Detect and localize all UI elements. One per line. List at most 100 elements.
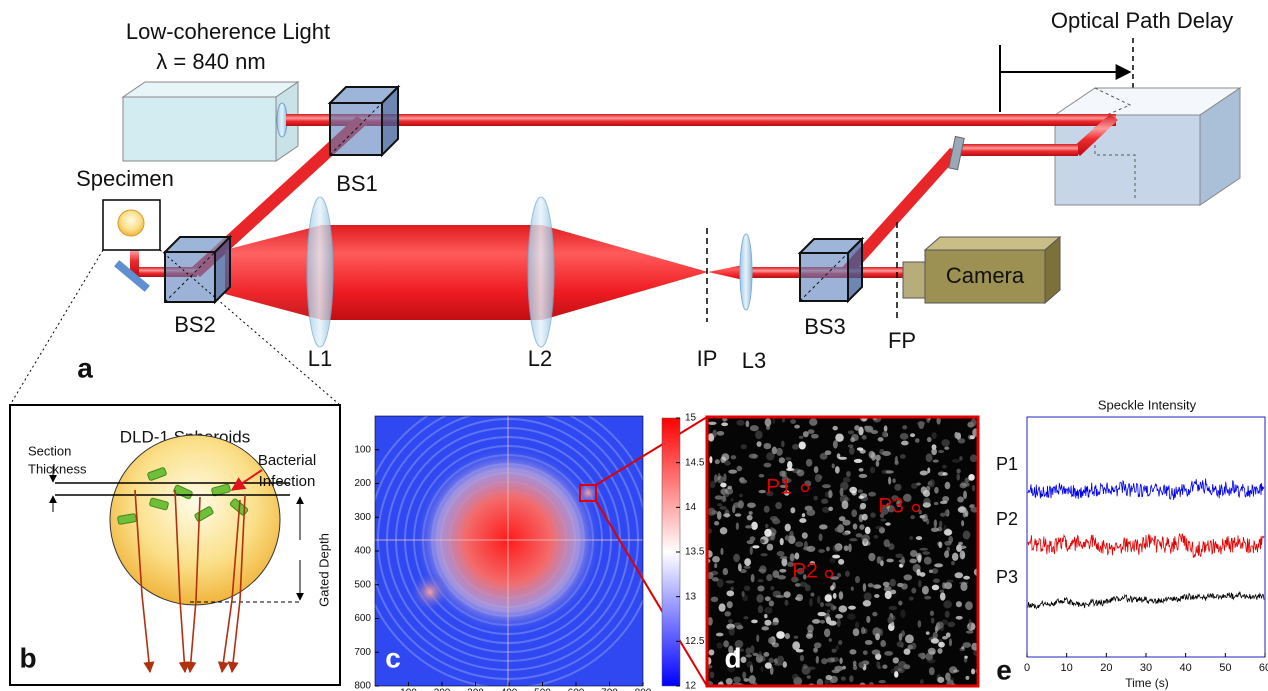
speckle-grain	[894, 484, 901, 491]
speckle-grain	[824, 629, 830, 638]
speckle-grain	[909, 559, 917, 564]
x-tick-label: 800	[635, 688, 652, 691]
speckle-grain	[947, 622, 955, 627]
speckle-grain	[920, 471, 928, 476]
speckle-grain	[811, 434, 819, 439]
speckle-grain	[772, 570, 779, 578]
point-label: P2	[792, 560, 818, 583]
speckle-grain	[810, 593, 814, 597]
speckle-grain	[851, 509, 857, 517]
speckle-grain	[842, 532, 849, 536]
speckle-grain	[715, 459, 720, 464]
section-label: Section	[28, 443, 71, 458]
interference-image: 1002003004005006007008001002003004005006…	[354, 392, 707, 691]
speckle-grain	[870, 512, 876, 517]
speckle-grain	[764, 529, 771, 537]
speckle-grain	[759, 474, 765, 478]
speckle-grain	[955, 572, 964, 578]
trace-label: P2	[996, 509, 1018, 529]
intensity-trace	[1028, 534, 1264, 558]
speckle-grain	[960, 582, 967, 591]
speckle-grain	[790, 507, 795, 513]
speckle-grain	[882, 431, 888, 437]
speckle-grain	[971, 668, 975, 674]
speckle-grain	[827, 610, 830, 613]
speckle-grain	[859, 524, 864, 530]
speckle-grain	[920, 572, 926, 577]
speckle-grain	[920, 515, 925, 519]
speckle-grain	[758, 651, 762, 658]
speckle-grain	[742, 591, 745, 597]
speckle-grain	[956, 616, 963, 620]
beam-splitter	[330, 87, 398, 155]
speckle-grain	[727, 601, 733, 608]
stage-front	[1055, 115, 1200, 205]
x-tick-label: 20	[1100, 662, 1112, 674]
speckle-grain	[892, 615, 896, 620]
speckle-grain	[736, 420, 744, 426]
speckle-grain	[883, 582, 890, 587]
speckle-grain	[764, 463, 772, 468]
speckle-grain	[709, 649, 715, 655]
speckle-grain	[799, 442, 806, 450]
speckle-grain	[766, 574, 772, 581]
x-tick-label: 40	[1180, 662, 1192, 674]
depth-label: Gated Depth	[316, 533, 331, 607]
speckle-grain	[794, 425, 800, 429]
y-tick-label: 100	[354, 444, 371, 455]
speckle-grain	[928, 648, 936, 655]
speckle-grain	[779, 457, 785, 463]
speckle-grain	[890, 579, 896, 587]
speckle-grain	[764, 607, 772, 614]
speckle-grain	[966, 631, 974, 634]
speckle-grain	[924, 557, 932, 565]
speckle-grain	[844, 545, 849, 551]
speckle-grain	[726, 580, 735, 583]
speckle-grain	[958, 542, 963, 546]
speckle-grain	[934, 487, 939, 494]
speckle-grain	[932, 432, 937, 439]
speckle-grain	[859, 474, 868, 478]
speckle-grain	[951, 561, 955, 565]
speckle-grain	[751, 574, 755, 582]
speckle-grain	[957, 496, 964, 502]
speckle-grain	[927, 659, 935, 664]
speckle-grain	[817, 596, 821, 604]
speckle-grain	[965, 676, 969, 680]
speckle-grain	[838, 640, 842, 645]
y-tick-label: 200	[354, 478, 371, 489]
speckle-grain	[736, 522, 739, 530]
speckle-grain	[926, 453, 933, 462]
x-tick-label: 60	[1259, 662, 1268, 674]
speckle-grain	[924, 596, 931, 600]
speckle-grain	[765, 596, 771, 601]
colorbar-tick-label: 12	[685, 681, 697, 691]
speckle-grain	[837, 453, 841, 458]
speckle-grain	[773, 591, 781, 598]
speckle-grain	[861, 534, 870, 542]
intensity-plot: Speckle Intensity P1P2P3 0102030405060 T…	[996, 397, 1268, 690]
speckle-grain	[933, 579, 940, 583]
speckle-grain	[745, 525, 752, 528]
speckle-grain	[918, 653, 924, 658]
speckle-grain	[719, 603, 726, 611]
speckle-grain	[945, 672, 951, 681]
speckle-grain	[725, 487, 733, 494]
speckle-grain	[710, 481, 716, 489]
speckle-grain	[709, 672, 714, 678]
speckle-grain	[776, 631, 785, 639]
component-label: BS3	[804, 314, 846, 339]
speckle-grain	[783, 661, 787, 668]
speckle-grain	[726, 590, 734, 596]
speckle-grain	[739, 494, 743, 498]
x-tick-label: 400	[501, 688, 518, 691]
speckle-grain	[875, 633, 880, 640]
speckle-grain	[887, 617, 892, 624]
speckle-grain	[809, 418, 817, 426]
speckle-grain	[731, 587, 734, 591]
speckle-grain	[792, 641, 800, 650]
speckle-grain	[766, 425, 770, 430]
speckle-grain	[807, 509, 816, 516]
speckle-grain	[900, 433, 909, 440]
speckle-grain	[800, 655, 804, 661]
